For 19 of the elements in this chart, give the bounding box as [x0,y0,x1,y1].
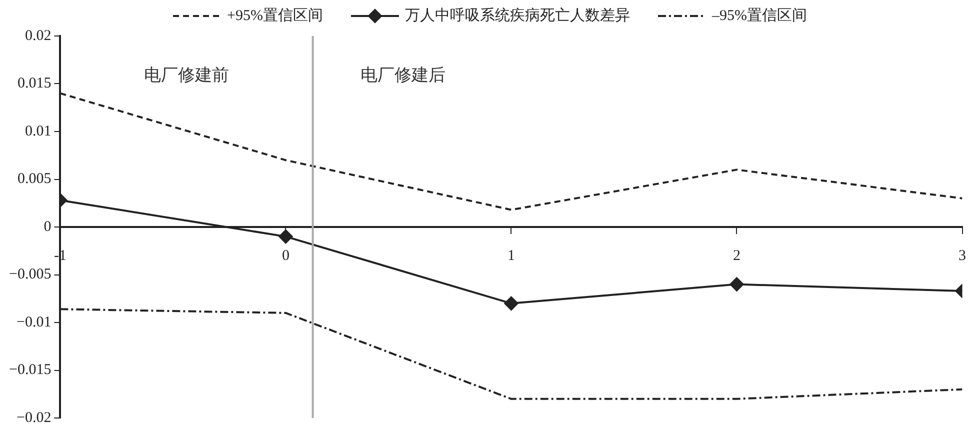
x-tick-label: 3 [958,248,966,264]
y-tick-label: −0.01 [16,314,52,330]
y-tick-label: 0.01 [24,123,52,140]
y-tick-label: 0 [44,218,52,235]
y-tick-label: 0.015 [17,76,52,92]
y-tick-label: −0.015 [8,362,52,378]
x-tick-label: 1 [507,248,515,264]
annotation: 电厂修建前 [144,65,229,84]
y-tick-label: −0.02 [16,410,52,426]
y-tick-label: −0.005 [8,266,52,283]
y-tick-label: 0.02 [24,28,52,44]
x-tick-label: 2 [732,248,740,264]
legend-label: +95%置信区间 [227,6,323,24]
x-tick-label: 0 [282,248,290,264]
point [504,296,518,310]
legend-label: –95%置信区间 [710,6,807,24]
legend-label: 万人中呼吸系统疾病死亡人数差异 [404,6,630,24]
annotation: 电厂修建后 [360,65,446,84]
y-tick-label: 0.005 [17,171,52,188]
